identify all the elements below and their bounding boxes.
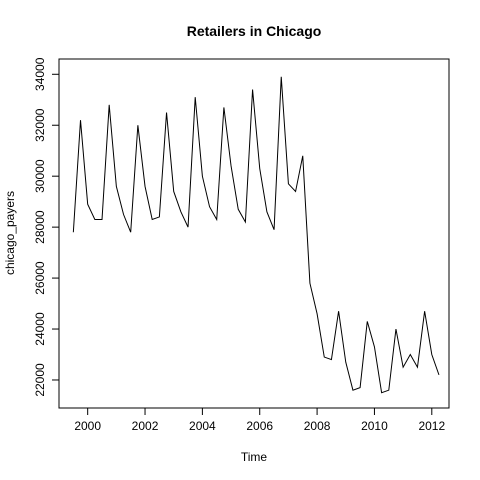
y-tick-label: 32000 (33, 108, 47, 142)
x-tick-label: 2006 (246, 419, 273, 433)
y-tick-label: 22000 (33, 363, 47, 397)
plot-frame (58, 58, 450, 409)
y-tick-label: 26000 (33, 261, 47, 295)
y-axis-label: chicago_payers (3, 191, 17, 275)
y-tick-label: 30000 (33, 159, 47, 193)
y-tick-label: 28000 (33, 210, 47, 244)
plot-area (58, 58, 450, 409)
x-tick-label: 2012 (418, 419, 445, 433)
x-axis: 2000 2002 2004 2006 2008 2010 2012 (74, 408, 445, 433)
x-tick-label: 2000 (74, 419, 101, 433)
x-tick-label: 2004 (189, 419, 216, 433)
x-tick-label: 2002 (132, 419, 159, 433)
y-tick-label: 24000 (33, 312, 47, 346)
y-axis: 22000 24000 26000 28000 30000 32000 34000 (33, 57, 59, 397)
x-tick-label: 2008 (304, 419, 331, 433)
x-tick-label: 2010 (361, 419, 388, 433)
chart-title: Retailers in Chicago (187, 23, 322, 39)
series-line (72, 76, 440, 394)
y-tick-label: 34000 (33, 57, 47, 91)
x-axis-label: Time (241, 450, 268, 464)
